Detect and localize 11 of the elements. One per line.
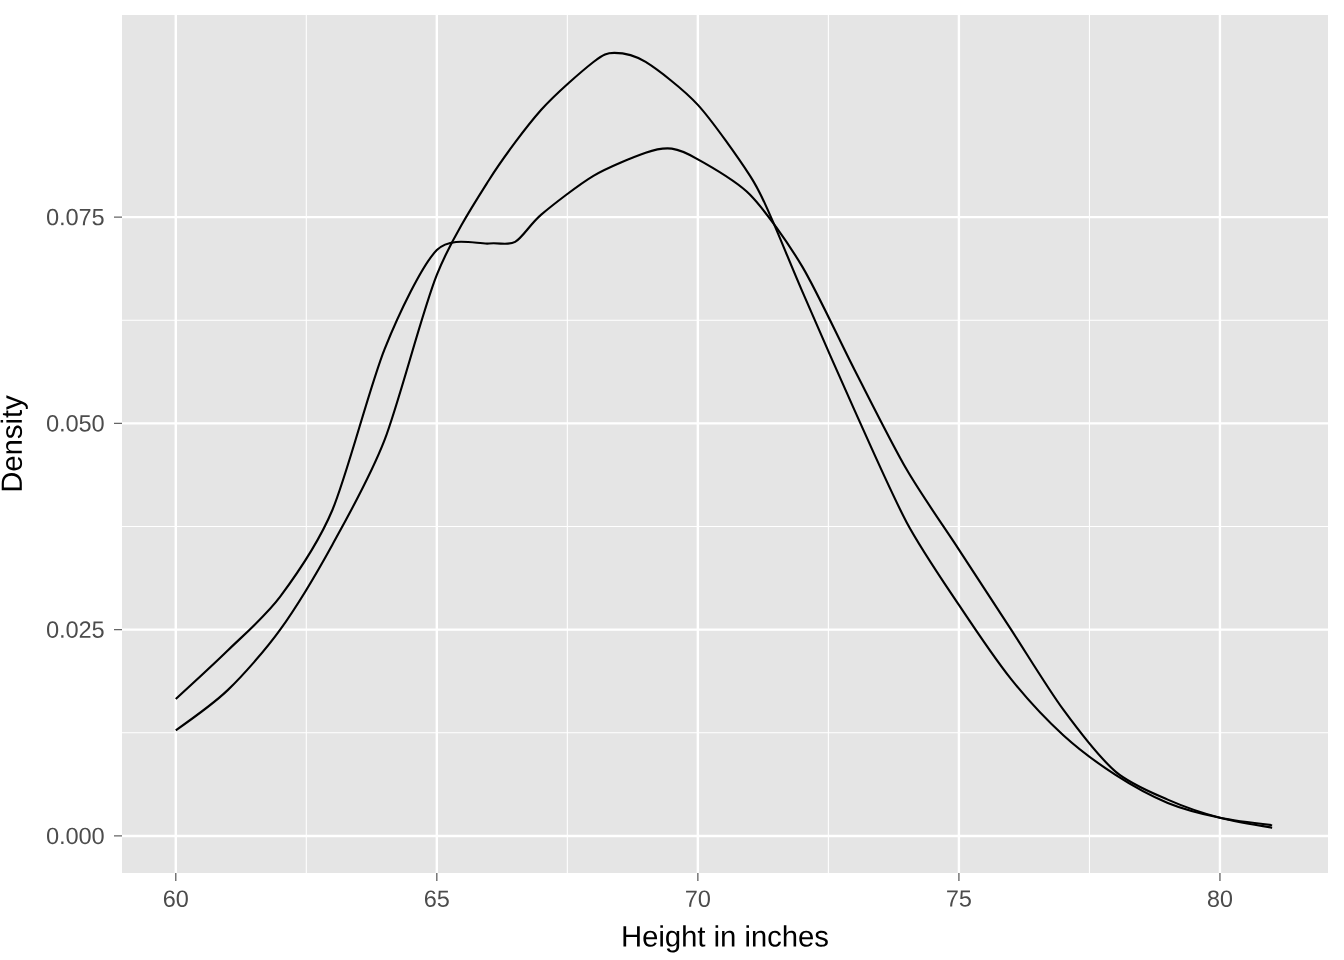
y-tick-label: 0.075 xyxy=(47,208,104,226)
y-tick-label: 0.025 xyxy=(47,621,104,638)
x-tick-label: 70 xyxy=(686,890,710,907)
x-tick-label: 80 xyxy=(1207,890,1233,907)
x-tick-label: 65 xyxy=(424,890,449,907)
x-tick-label: 60 xyxy=(163,890,188,907)
x-axis-title: Height in inches xyxy=(623,925,828,953)
y-tick-label: 0.000 xyxy=(47,827,104,845)
y-axis-title: Density xyxy=(0,395,28,491)
y-tick-label: 0.050 xyxy=(47,415,104,432)
x-tick-label: 75 xyxy=(947,890,971,907)
